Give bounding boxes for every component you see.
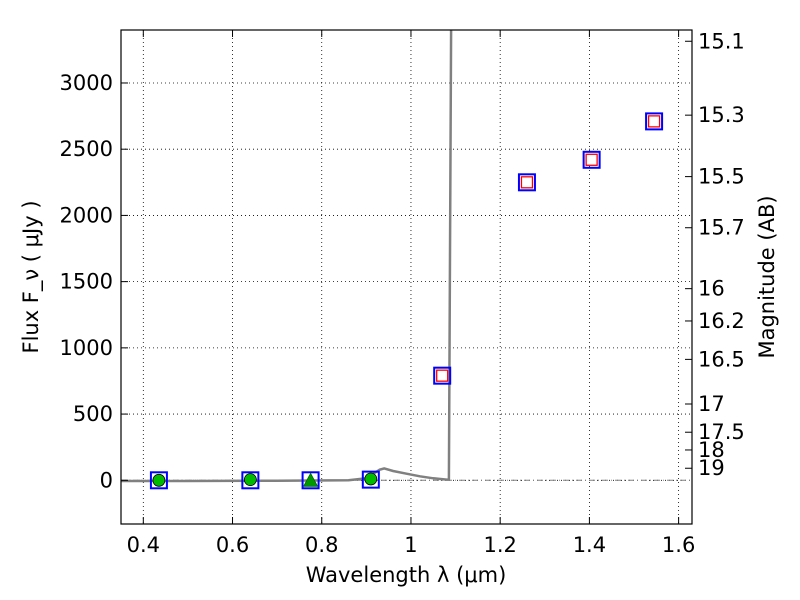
- axis-ticks: [121, 30, 692, 524]
- right-tick-label: 16.2: [698, 309, 745, 333]
- right-tick-label: 17: [698, 392, 725, 416]
- x-tick-label: 0.6: [216, 533, 249, 557]
- right-tick-label: 15.7: [698, 216, 745, 240]
- y-tick-label: 500: [73, 402, 113, 426]
- right-tick-label: 16.5: [698, 347, 745, 371]
- blue-square-marker: [361, 470, 380, 489]
- green-circle-marker: [152, 473, 166, 487]
- y-axis-label: Flux F_ν ( μJy ): [19, 200, 44, 353]
- right-tick-label: 15.3: [698, 103, 745, 127]
- y-tick-label: 0: [100, 468, 113, 492]
- plot-frame: [120, 29, 693, 525]
- blue-square-marker: [433, 366, 452, 385]
- y-tick-label: 3000: [60, 71, 113, 95]
- right-tick-label: 19: [698, 456, 725, 480]
- model-curve: [121, 29, 453, 483]
- blue-square-marker: [517, 173, 536, 192]
- red-square-marker: [436, 369, 449, 382]
- right-axis-label: Magnitude (AB): [755, 195, 779, 358]
- data-points: [149, 112, 664, 490]
- y-tick-label: 2000: [60, 203, 113, 227]
- blue-square-marker: [241, 471, 260, 490]
- green-circle-marker: [364, 472, 378, 486]
- y-tick-label: 2500: [60, 137, 113, 161]
- right-tick-label: 18: [698, 438, 725, 462]
- x-tick-label: 1.4: [573, 533, 606, 557]
- blue-square-marker: [149, 471, 168, 490]
- y-tick-label: 1500: [60, 270, 113, 294]
- x-tick-label: 1.2: [483, 533, 516, 557]
- right-tick-label: 16: [698, 277, 725, 301]
- x-tick-label: 1: [404, 533, 417, 557]
- y-tick-label: 1000: [60, 336, 113, 360]
- blue-square-marker: [582, 150, 601, 169]
- green-triangle-marker: [302, 472, 319, 487]
- blue-square-marker: [301, 471, 320, 490]
- red-square-marker: [520, 176, 534, 189]
- plot-background: [121, 30, 692, 524]
- right-tick-label: 15.5: [698, 165, 745, 189]
- y-tick-labels: 0 500 1000 1500 2000 2500 3000: [60, 71, 113, 492]
- red-square-marker: [647, 115, 661, 128]
- x-tick-label: 0.8: [305, 533, 338, 557]
- x-axis-label: Wavelength λ (μm): [306, 563, 507, 587]
- x-tick-label: 0.4: [127, 533, 160, 557]
- right-tick-label: 17.5: [698, 420, 745, 444]
- red-square-marker: [585, 153, 598, 166]
- green-circle-marker: [243, 473, 257, 487]
- x-tick-labels: 0.4 0.6 0.8 1 1.2 1.4 1.6: [127, 533, 696, 557]
- x-tick-label: 1.6: [662, 533, 695, 557]
- blue-square-marker: [645, 112, 664, 131]
- right-tick-label: 15.1: [698, 29, 745, 53]
- model-curve-line: [121, 29, 453, 483]
